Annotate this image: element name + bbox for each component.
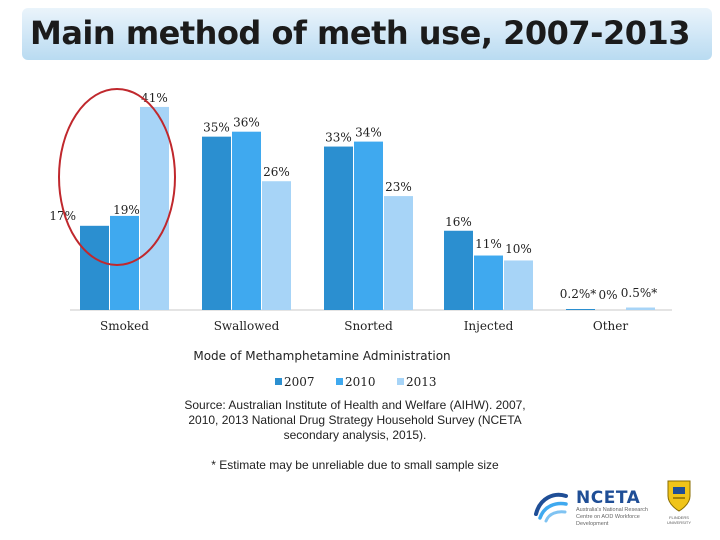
data-label-smoked-2010: 19% — [113, 203, 140, 217]
category-label-snorted: Snorted — [344, 319, 393, 333]
title-band — [22, 8, 712, 60]
bar-snorted-2007 — [324, 146, 353, 310]
data-label-other-2013: 0.5%* — [621, 286, 658, 300]
title-banner: Main method of meth use, 2007-2013 — [0, 0, 720, 64]
bar-swallowed-2010 — [232, 131, 261, 310]
nceta-logo-icon — [534, 492, 568, 523]
data-label-smoked-2007: 17% — [49, 209, 76, 223]
data-label-snorted-2010: 34% — [355, 126, 382, 140]
bar-smoked-2010 — [110, 215, 139, 310]
data-label-swallowed-2007: 35% — [203, 121, 230, 135]
bar-smoked-2007 — [80, 225, 109, 310]
university-name: FLINDERS UNIVERSITY — [666, 515, 691, 525]
reliability-note: * Estimate may be unreliable due to smal… — [211, 458, 499, 472]
bar-chart: 17% 19% 41% Smoked 35% 36% 26% Swallowed 33% 34% 2… — [49, 88, 672, 389]
bar-injected-2007 — [444, 230, 473, 310]
nceta-tagline: Australia's National Research Centre on … — [576, 507, 648, 527]
data-label-swallowed-2013: 26% — [263, 165, 290, 179]
bar-injected-2013 — [504, 260, 533, 310]
category-label-smoked: Smoked — [100, 319, 149, 333]
university-crest-icon — [667, 480, 691, 512]
x-axis-title: Mode of Methamphetamine Administration — [193, 349, 450, 363]
category-label-other: Other — [593, 319, 628, 333]
data-label-snorted-2007: 33% — [325, 131, 352, 145]
nceta-name: NCETA — [576, 488, 641, 508]
legend-swatch-2010 — [336, 378, 343, 385]
data-label-smoked-2013: 41% — [141, 91, 168, 105]
data-label-injected-2007: 16% — [445, 215, 472, 229]
bar-other-2013 — [626, 307, 655, 310]
bar-snorted-2010 — [354, 141, 383, 310]
category-label-injected: Injected — [464, 319, 514, 333]
data-label-swallowed-2010: 36% — [233, 116, 260, 130]
data-label-injected-2010: 11% — [475, 237, 502, 251]
bar-smoked-2013 — [140, 106, 169, 310]
source-note: Source: Australian Institute of Health a… — [184, 398, 526, 442]
bar-snorted-2013 — [384, 196, 413, 310]
highlight-ellipse — [58, 88, 176, 266]
legend-label-2010: 2010 — [345, 375, 376, 389]
nceta-logo: NCETA Australia's National Research Cent… — [530, 484, 660, 527]
legend-label-2007: 2007 — [284, 375, 315, 389]
bar-swallowed-2007 — [202, 136, 231, 310]
bar-swallowed-2013 — [262, 181, 291, 310]
legend-swatch-2013 — [397, 378, 404, 385]
legend-label-2013: 2013 — [406, 375, 437, 389]
data-label-other-2010: 0% — [598, 288, 617, 302]
page-title: Main method of meth use, 2007-2013 — [29, 14, 691, 52]
data-label-injected-2013: 10% — [505, 242, 532, 256]
legend-swatch-2007 — [275, 378, 282, 385]
category-label-swallowed: Swallowed — [214, 319, 280, 333]
university-logo: FLINDERS UNIVERSITY — [664, 478, 694, 526]
bar-other-2007 — [566, 309, 595, 310]
data-label-snorted-2013: 23% — [385, 180, 412, 194]
bar-injected-2010 — [474, 255, 503, 310]
data-label-other-2007: 0.2%* — [560, 287, 597, 301]
